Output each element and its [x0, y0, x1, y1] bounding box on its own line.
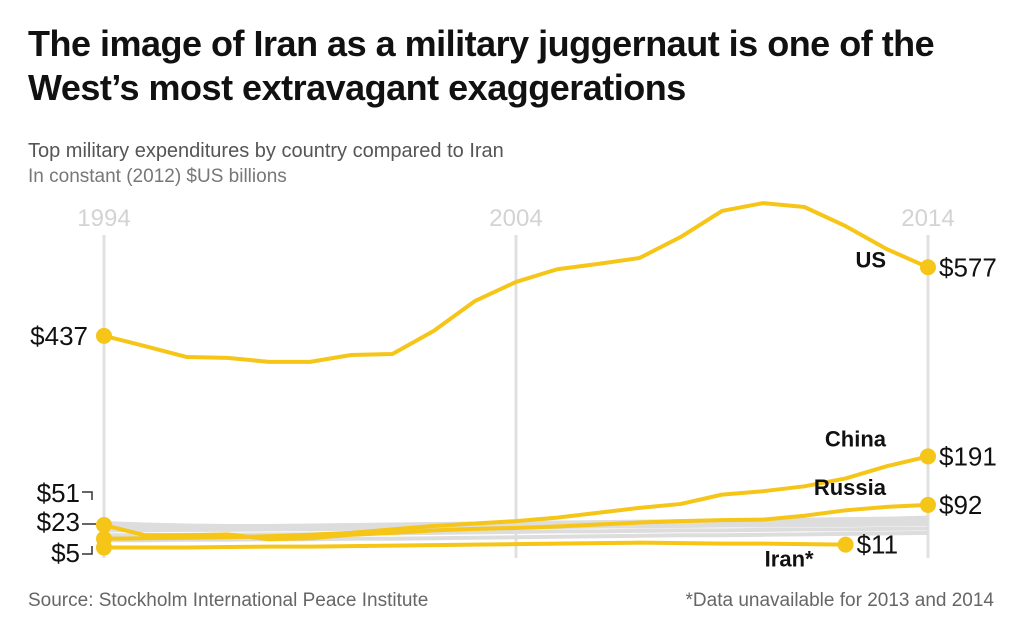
end-value-label: $92 — [939, 490, 982, 520]
series-line-us — [103, 201, 929, 364]
footnote: *Data unavailable for 2013 and 2014 — [685, 590, 994, 611]
series-name-label: Russia — [814, 475, 887, 500]
end-point — [920, 259, 936, 276]
series-name-label: China — [825, 426, 887, 451]
x-tick-label: 2004 — [489, 205, 542, 232]
start-point — [96, 539, 112, 556]
start-point — [96, 517, 112, 534]
series-name-label: Iran* — [765, 547, 814, 572]
source-note: Source: Stockholm International Peace In… — [28, 590, 429, 611]
series-line-russia — [103, 502, 929, 542]
end-value-label: $577 — [939, 252, 997, 282]
start-value-label: $51 — [37, 478, 80, 508]
end-value-label: $191 — [939, 441, 997, 471]
end-value-label: $11 — [857, 530, 898, 560]
end-point — [837, 536, 854, 553]
chart-subtitle: Top military expenditures by country com… — [28, 140, 504, 162]
start-value-label: $437 — [30, 321, 88, 351]
series-line-iran — [104, 540, 846, 550]
x-tick-label: 2014 — [901, 205, 954, 232]
series-name-label: US — [855, 247, 886, 272]
start-value-label: $23 — [37, 507, 80, 537]
start-label-bracket — [82, 491, 96, 555]
series-line-other — [104, 530, 929, 543]
start-value-label: $5 — [51, 538, 80, 568]
x-tick-label: 1994 — [77, 205, 130, 232]
end-point — [920, 496, 936, 513]
chart-title: The image of Iran as a military juggerna… — [28, 23, 935, 108]
start-point — [96, 327, 112, 344]
units-note: In constant (2012) $US billions — [28, 166, 287, 187]
end-point — [920, 448, 936, 465]
